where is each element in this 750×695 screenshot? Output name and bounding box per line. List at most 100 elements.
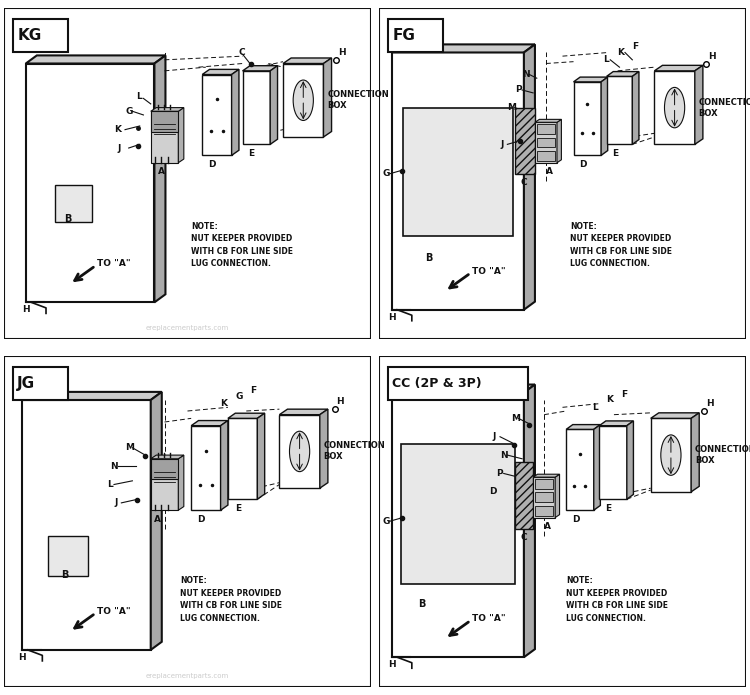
Polygon shape bbox=[178, 455, 184, 510]
Polygon shape bbox=[533, 474, 560, 477]
Text: KG: KG bbox=[17, 28, 41, 43]
Bar bbox=[400, 444, 514, 584]
Text: FG: FG bbox=[392, 28, 416, 43]
Text: H: H bbox=[708, 51, 716, 60]
Polygon shape bbox=[178, 108, 184, 163]
Polygon shape bbox=[243, 71, 270, 145]
Text: A: A bbox=[546, 167, 553, 177]
Polygon shape bbox=[26, 56, 166, 63]
Bar bbox=[535, 493, 554, 502]
Text: B: B bbox=[424, 253, 432, 263]
Polygon shape bbox=[557, 120, 562, 163]
Text: CONNECTION
BOX: CONNECTION BOX bbox=[327, 90, 389, 111]
Text: F: F bbox=[250, 386, 256, 395]
Polygon shape bbox=[574, 77, 608, 82]
Polygon shape bbox=[151, 455, 184, 459]
Text: F: F bbox=[621, 390, 628, 399]
Polygon shape bbox=[243, 66, 278, 71]
Polygon shape bbox=[323, 58, 332, 137]
Polygon shape bbox=[524, 384, 535, 657]
Ellipse shape bbox=[293, 80, 314, 120]
Polygon shape bbox=[566, 430, 594, 510]
Text: B: B bbox=[418, 599, 425, 610]
Text: D: D bbox=[579, 160, 586, 169]
Text: P: P bbox=[496, 469, 503, 478]
Polygon shape bbox=[594, 425, 600, 510]
Polygon shape bbox=[535, 122, 557, 163]
Polygon shape bbox=[26, 63, 154, 302]
Text: N: N bbox=[110, 461, 118, 471]
Text: B: B bbox=[64, 214, 72, 224]
Polygon shape bbox=[533, 477, 555, 518]
Text: J: J bbox=[500, 140, 503, 149]
Text: CONNECTION
BOX: CONNECTION BOX bbox=[323, 441, 386, 461]
Polygon shape bbox=[392, 44, 535, 53]
Polygon shape bbox=[151, 108, 184, 111]
Text: M: M bbox=[507, 103, 516, 112]
Polygon shape bbox=[555, 474, 560, 518]
Text: A: A bbox=[544, 522, 551, 531]
Text: P: P bbox=[514, 85, 521, 94]
Text: G: G bbox=[382, 170, 390, 178]
Text: N: N bbox=[500, 450, 508, 459]
Text: L: L bbox=[106, 480, 112, 489]
Text: H: H bbox=[336, 398, 344, 407]
Text: D: D bbox=[489, 487, 496, 496]
Polygon shape bbox=[151, 459, 178, 510]
Polygon shape bbox=[524, 44, 535, 310]
Polygon shape bbox=[228, 418, 257, 499]
Polygon shape bbox=[191, 426, 220, 510]
Polygon shape bbox=[392, 384, 535, 393]
Text: ereplacementparts.com: ereplacementparts.com bbox=[146, 673, 230, 678]
Text: H: H bbox=[388, 313, 395, 322]
Text: J: J bbox=[493, 432, 496, 441]
Text: J: J bbox=[114, 498, 117, 507]
Text: F: F bbox=[632, 42, 638, 51]
Text: C: C bbox=[520, 533, 526, 542]
Polygon shape bbox=[627, 421, 634, 499]
Polygon shape bbox=[151, 459, 178, 480]
Polygon shape bbox=[279, 415, 320, 488]
Polygon shape bbox=[607, 76, 632, 145]
Text: NOTE:
NUT KEEPER PROVIDED
WITH CB FOR LINE SIDE
LUG CONNECTION.: NOTE: NUT KEEPER PROVIDED WITH CB FOR LI… bbox=[180, 576, 282, 623]
Text: L: L bbox=[136, 92, 142, 101]
Text: D: D bbox=[196, 515, 204, 524]
Polygon shape bbox=[283, 63, 323, 137]
Polygon shape bbox=[228, 414, 265, 418]
Text: H: H bbox=[22, 305, 30, 314]
Bar bbox=[388, 367, 527, 400]
Text: NOTE:
NUT KEEPER PROVIDED
WITH CB FOR LINE SIDE
LUG CONNECTION.: NOTE: NUT KEEPER PROVIDED WITH CB FOR LI… bbox=[566, 576, 668, 623]
Polygon shape bbox=[220, 420, 228, 510]
Text: E: E bbox=[236, 504, 242, 513]
Polygon shape bbox=[151, 392, 162, 650]
Polygon shape bbox=[320, 409, 328, 488]
Polygon shape bbox=[392, 393, 524, 657]
Polygon shape bbox=[535, 120, 562, 122]
Polygon shape bbox=[632, 72, 639, 145]
Bar bbox=[537, 138, 555, 147]
Text: CC (2P & 3P): CC (2P & 3P) bbox=[392, 377, 482, 390]
Text: J: J bbox=[118, 144, 121, 152]
Text: M: M bbox=[125, 443, 134, 452]
Text: TO "A": TO "A" bbox=[472, 614, 506, 623]
Text: NOTE:
NUT KEEPER PROVIDED
WITH CB FOR LINE SIDE
LUG CONNECTION.: NOTE: NUT KEEPER PROVIDED WITH CB FOR LI… bbox=[191, 222, 293, 268]
Text: G: G bbox=[382, 517, 390, 525]
Polygon shape bbox=[22, 400, 151, 650]
Polygon shape bbox=[154, 56, 166, 302]
Text: CONNECTION
BOX: CONNECTION BOX bbox=[698, 97, 750, 117]
Polygon shape bbox=[270, 66, 278, 145]
Polygon shape bbox=[279, 409, 328, 415]
Polygon shape bbox=[692, 413, 699, 492]
Polygon shape bbox=[654, 71, 694, 145]
Text: K: K bbox=[607, 395, 613, 404]
Polygon shape bbox=[651, 413, 699, 418]
Polygon shape bbox=[607, 72, 639, 76]
Text: D: D bbox=[572, 515, 579, 524]
Polygon shape bbox=[283, 58, 332, 63]
Polygon shape bbox=[392, 53, 524, 310]
Polygon shape bbox=[151, 111, 178, 132]
Text: D: D bbox=[208, 160, 215, 169]
Bar bbox=[48, 536, 88, 576]
Text: A: A bbox=[154, 515, 161, 524]
Polygon shape bbox=[202, 70, 239, 74]
